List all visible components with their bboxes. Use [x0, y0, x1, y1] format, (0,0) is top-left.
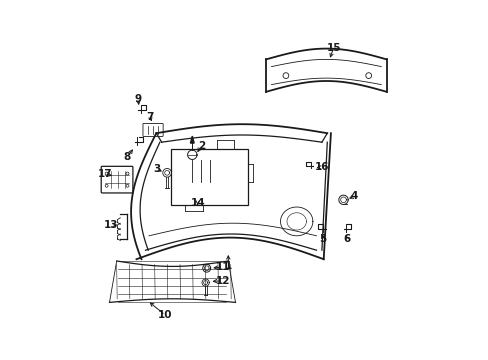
Text: 16: 16 — [314, 162, 328, 172]
Text: 7: 7 — [146, 112, 154, 122]
Text: 5: 5 — [319, 234, 326, 244]
Text: 4: 4 — [350, 191, 357, 201]
Text: 2: 2 — [197, 141, 204, 151]
Bar — [170, 149, 247, 205]
Text: 10: 10 — [158, 310, 172, 320]
Text: 6: 6 — [343, 234, 350, 244]
Text: 17: 17 — [97, 169, 112, 179]
Text: 1: 1 — [224, 261, 231, 271]
Polygon shape — [190, 136, 194, 143]
Text: 13: 13 — [104, 220, 118, 230]
Text: 12: 12 — [215, 276, 230, 286]
Text: 3: 3 — [153, 164, 161, 174]
Text: 11: 11 — [215, 262, 230, 272]
Text: 15: 15 — [326, 42, 340, 53]
Text: 14: 14 — [190, 198, 204, 208]
Text: 9: 9 — [135, 94, 142, 104]
Text: 8: 8 — [123, 152, 131, 162]
